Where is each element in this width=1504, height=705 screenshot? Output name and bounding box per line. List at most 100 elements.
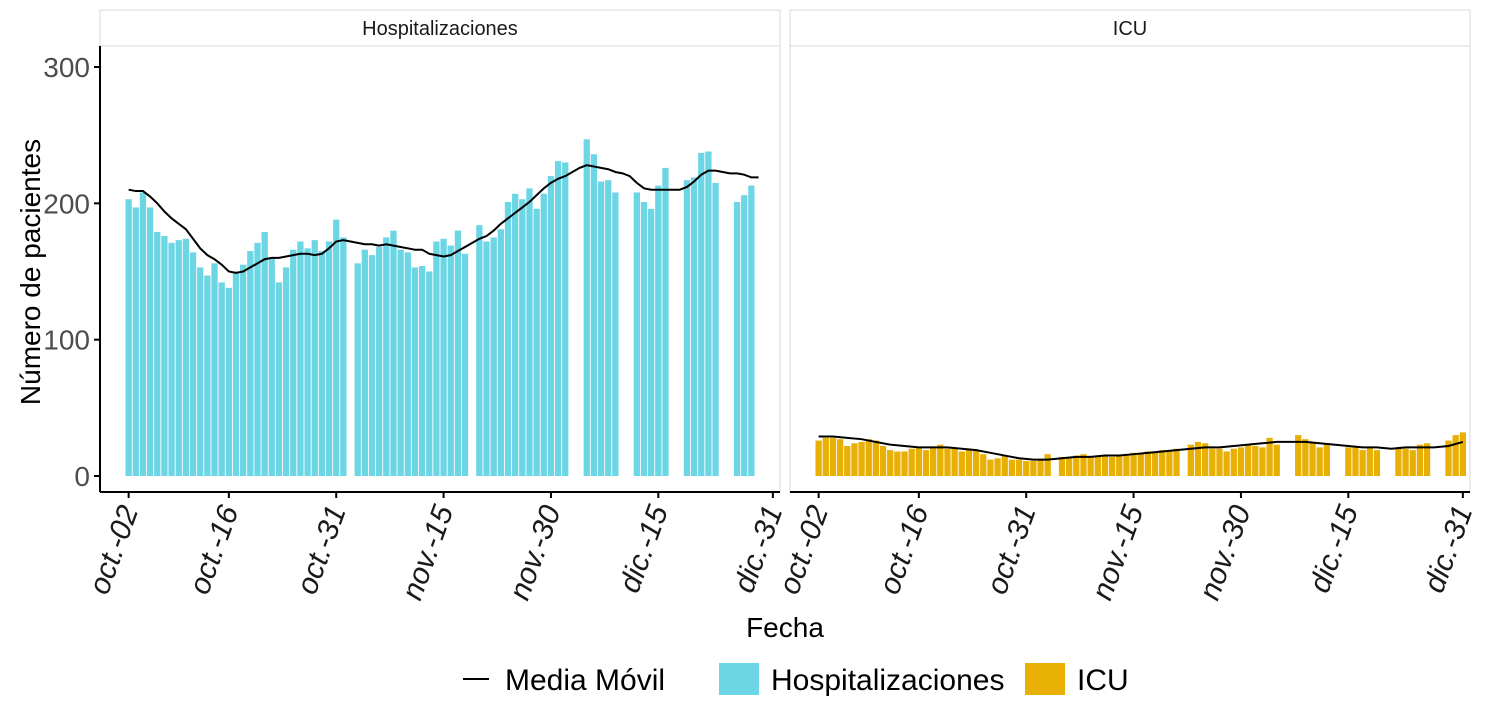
x-tick-label: dic.-15: [613, 501, 675, 597]
bar: [1209, 448, 1216, 476]
bar: [1159, 450, 1166, 476]
bar: [1123, 454, 1130, 476]
bar: [318, 251, 326, 476]
bar: [937, 444, 944, 476]
bar: [1144, 451, 1152, 476]
bar: [822, 437, 829, 476]
bar: [383, 237, 390, 476]
bar: [951, 447, 958, 476]
bar: [915, 447, 922, 476]
bar: [872, 440, 880, 476]
bar: [1073, 455, 1080, 476]
bar: [1316, 447, 1323, 476]
bar: [354, 263, 361, 476]
bar: [1445, 440, 1452, 476]
bar: [1037, 459, 1044, 476]
legend-item: Media Móvil: [463, 664, 665, 697]
bar: [483, 241, 490, 476]
bar: [512, 193, 519, 477]
bar: [268, 257, 275, 476]
bar: [1459, 432, 1466, 476]
x-tick-label: oct.-31: [290, 501, 352, 598]
bar: [490, 237, 497, 476]
bar: [829, 437, 837, 476]
bar: [1309, 443, 1316, 476]
bar: [748, 185, 755, 477]
bar: [815, 440, 822, 476]
bar: [741, 195, 748, 477]
legend-item: ICU: [1025, 663, 1129, 697]
strip-background: [789, 9, 1471, 47]
bar: [1395, 447, 1402, 476]
bar: [132, 207, 139, 476]
bar: [504, 201, 512, 476]
bar: [1058, 456, 1066, 476]
strip-label: Hospitalizaciones: [362, 18, 518, 40]
bar: [397, 249, 404, 476]
bar: [655, 185, 662, 477]
bar: [590, 154, 598, 476]
bar: [1295, 435, 1302, 476]
bar: [712, 182, 719, 476]
legend-key-swatch: [719, 663, 759, 695]
bar: [254, 242, 261, 476]
bar: [282, 267, 290, 476]
bar: [894, 451, 901, 476]
bar: [290, 249, 297, 476]
bar: [640, 201, 648, 476]
bar: [1366, 447, 1373, 476]
y-axis-title: Número de pacientes: [15, 139, 46, 405]
x-tick-label: oct.-31: [980, 501, 1042, 598]
bar: [562, 162, 569, 476]
bar: [533, 208, 540, 476]
bar: [865, 439, 872, 476]
bar: [1094, 456, 1101, 476]
bar: [1108, 456, 1116, 476]
bar: [197, 267, 204, 476]
bar: [526, 188, 533, 476]
bar: [454, 230, 462, 476]
x-tick-label: oct.-16: [873, 501, 935, 599]
bar: [844, 446, 851, 476]
bar: [1252, 446, 1259, 476]
bar: [547, 176, 555, 477]
bar: [965, 448, 973, 476]
bar: [411, 267, 419, 476]
bar: [340, 237, 347, 476]
bar: [851, 443, 858, 476]
moving-average-line: [818, 435, 1464, 461]
bar: [333, 219, 340, 476]
strip-label: ICU: [1113, 18, 1147, 40]
bar: [1116, 455, 1123, 476]
bar: [1273, 444, 1280, 476]
bar: [1416, 444, 1424, 476]
bar: [418, 266, 426, 476]
bar: [225, 287, 232, 476]
y-tick-label: 200: [43, 188, 90, 219]
bar: [1244, 444, 1252, 476]
x-axis-title: Fecha: [746, 612, 824, 643]
bar: [1423, 443, 1431, 476]
bar: [426, 271, 433, 476]
bar: [836, 439, 844, 476]
legend-item: Hospitalizaciones: [719, 663, 1004, 697]
bar: [1166, 450, 1173, 476]
bar: [1023, 461, 1030, 476]
bar: [154, 231, 161, 476]
bar: [705, 151, 712, 476]
bar: [311, 240, 318, 476]
bar: [168, 242, 175, 476]
bar: [1452, 435, 1459, 476]
bar: [605, 180, 612, 476]
bar: [1373, 450, 1381, 476]
moving-average-line: [128, 164, 759, 274]
bar: [461, 253, 469, 476]
bar: [240, 264, 247, 476]
bar: [1409, 450, 1416, 476]
x-tick-label: nov.-15: [1086, 501, 1151, 605]
panel-background: [789, 45, 1471, 493]
bars: [125, 139, 755, 477]
legend-label: Media Móvil: [505, 664, 665, 697]
legend: Media Móvil Hospitalizaciones ICU: [463, 663, 1129, 697]
bar: [1223, 451, 1230, 476]
